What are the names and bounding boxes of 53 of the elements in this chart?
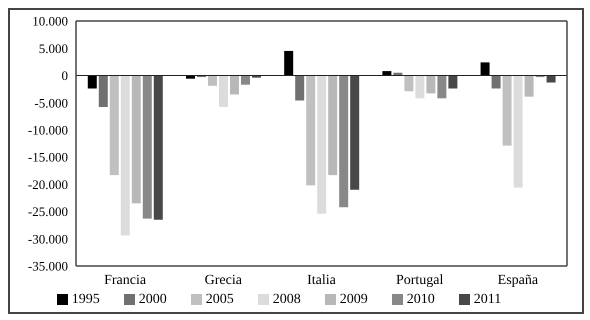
bar (339, 75, 348, 208)
bar (306, 75, 316, 186)
bar (426, 75, 436, 94)
bar (524, 75, 534, 97)
x-tick-label: Portugal (396, 272, 444, 288)
bar (120, 75, 130, 236)
bar (132, 75, 141, 204)
legend-label: 2009 (340, 292, 368, 307)
legend-label: 2010 (406, 292, 435, 307)
legend-label: 2008 (272, 292, 301, 307)
bar (350, 75, 360, 190)
bar (230, 75, 239, 94)
bar (415, 75, 424, 98)
y-tick-label: -10.000 (28, 122, 68, 138)
y-tick-label: -5.000 (34, 95, 68, 110)
bar (492, 75, 501, 89)
legend-label: 2000 (138, 292, 167, 307)
bar (154, 75, 163, 220)
y-tick-label: 0 (62, 68, 68, 84)
bar (208, 75, 217, 86)
x-tick-label: España (498, 272, 539, 288)
x-tick-label: Francia (104, 272, 147, 288)
y-tick-label: 5.000 (38, 40, 68, 56)
legend-label: 2011 (474, 292, 502, 307)
bar (284, 50, 294, 76)
x-tick-label: Grecia (204, 272, 243, 288)
x-tick-label: Italia (307, 272, 337, 288)
bar (240, 75, 250, 85)
bar (382, 71, 392, 76)
bar (110, 75, 119, 176)
bar (88, 75, 97, 89)
bar (502, 75, 512, 146)
y-tick-label: -25.000 (28, 204, 68, 220)
y-tick-label: -35.000 (28, 258, 68, 274)
bar (98, 75, 108, 108)
y-tick-label: -20.000 (28, 176, 68, 192)
bar (546, 75, 556, 83)
bar (142, 75, 152, 219)
bar (437, 75, 446, 98)
bar (404, 75, 414, 92)
y-tick-label: -15.000 (28, 150, 68, 165)
legend-label: 2005 (206, 292, 234, 307)
bar (218, 75, 228, 108)
bar (514, 75, 523, 188)
y-tick-label: -30.000 (28, 231, 68, 246)
bar (328, 75, 338, 176)
bar (295, 75, 304, 100)
legend-label: 1995 (72, 292, 100, 307)
bar (317, 75, 326, 214)
y-tick-label: 10.000 (32, 14, 68, 29)
bar (480, 62, 490, 76)
bar (448, 75, 458, 89)
bar (393, 72, 402, 76)
